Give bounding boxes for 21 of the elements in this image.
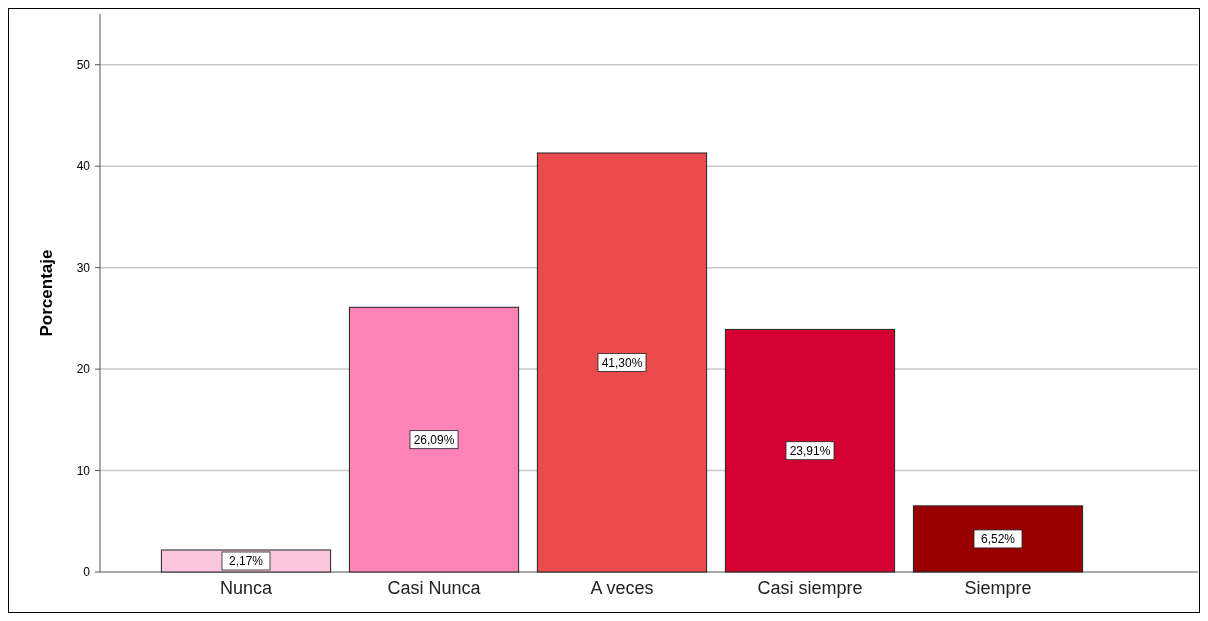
data-label: 23,91% (789, 444, 831, 459)
x-tick-label: Siempre (964, 578, 1032, 598)
y-tick-label: 20 (76, 362, 91, 377)
data-label: 6,52% (980, 532, 1016, 547)
data-label: 2,17% (228, 554, 264, 569)
y-tick-label: 30 (76, 260, 91, 275)
y-tick-label: 10 (76, 463, 91, 478)
bar (724, 328, 896, 573)
bar (348, 306, 520, 573)
bar (912, 505, 1084, 573)
data-label: 26,09% (413, 433, 455, 448)
y-tick-label: 0 (83, 565, 91, 579)
data-label: 41,30% (601, 356, 643, 370)
y-axis-title: Porcentaje (37, 249, 56, 337)
y-tick-label: 50 (76, 57, 91, 72)
x-tick-label: Casi Nunca (387, 578, 482, 598)
x-tick-label: Nunca (219, 578, 273, 598)
y-tick-label: 40 (76, 159, 91, 174)
x-tick-label: A veces (590, 578, 654, 598)
bar (536, 152, 708, 573)
x-tick-label: Casi siempre (757, 578, 863, 598)
